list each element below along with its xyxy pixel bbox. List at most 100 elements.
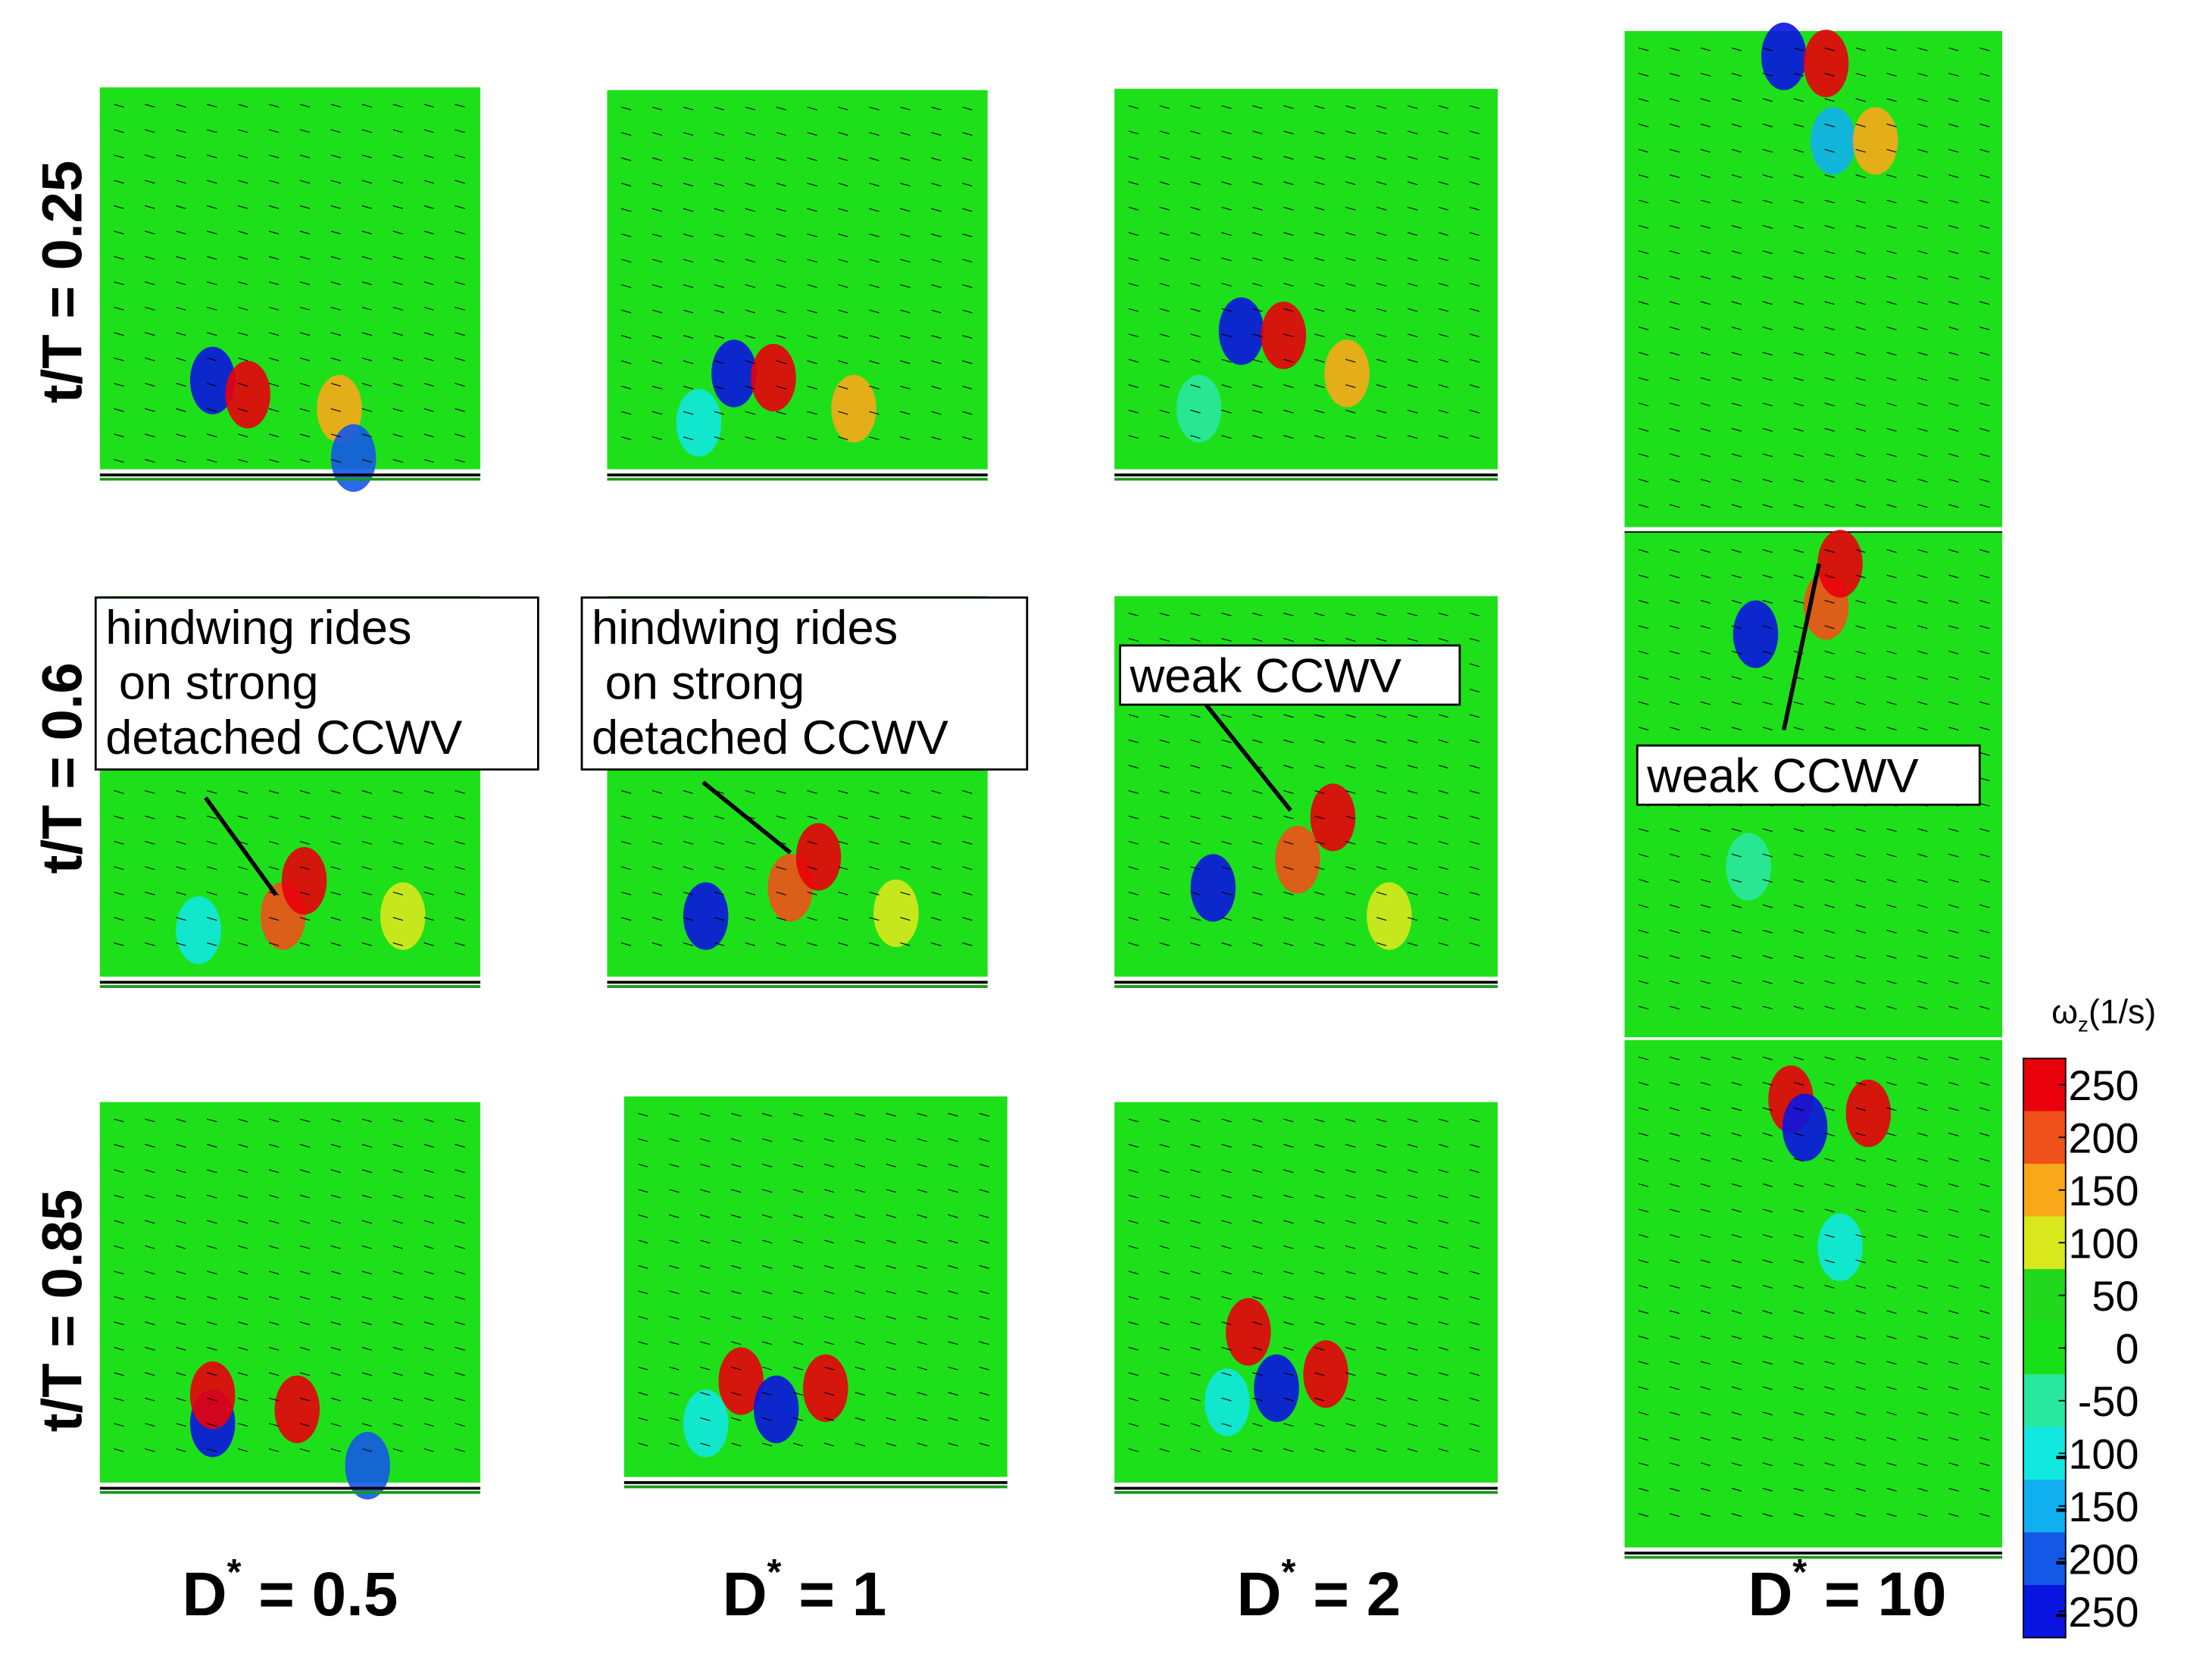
velocity-vector [700, 1239, 711, 1244]
velocity-vector [620, 386, 632, 389]
velocity-vector [1700, 402, 1711, 407]
velocity-vector [931, 132, 942, 136]
velocity-vector [268, 205, 280, 209]
velocity-vector [1221, 257, 1232, 261]
velocity-vector [745, 840, 755, 845]
velocity-vector [1700, 853, 1711, 858]
velocity-vector [423, 230, 434, 235]
velocity-vector [1731, 73, 1742, 77]
velocity-vector [1731, 1436, 1742, 1441]
velocity-vector [145, 1245, 155, 1249]
velocity-vector [1762, 828, 1773, 833]
velocity-vector [1407, 1372, 1418, 1377]
velocity-vector [1669, 352, 1680, 356]
velocity-vector [1855, 625, 1866, 630]
velocity-vector [1855, 1005, 1866, 1010]
velocity-vector [1700, 1335, 1711, 1339]
velocity-vector [1314, 181, 1325, 186]
velocity-vector [1159, 1397, 1170, 1402]
velocity-vector [700, 1112, 711, 1117]
velocity-vector [1221, 840, 1232, 845]
velocity-vector [962, 815, 973, 820]
velocity-vector [761, 1417, 773, 1421]
velocity-vector [423, 383, 434, 387]
velocity-vector [1345, 435, 1356, 439]
velocity-vector [361, 1118, 373, 1123]
vortex-blob [1176, 374, 1222, 443]
velocity-vector [361, 891, 373, 896]
column-label-space [1807, 1560, 1824, 1629]
velocity-vector [1855, 828, 1866, 833]
velocity-vector [176, 256, 186, 260]
velocity-vector [1669, 327, 1680, 330]
velocity-vector [1669, 1310, 1680, 1314]
velocity-vector [1128, 1372, 1139, 1377]
velocity-vector [299, 1448, 311, 1452]
velocity-vector [792, 1315, 804, 1320]
velocity-vector [1252, 333, 1263, 338]
vortex-blob [189, 346, 236, 414]
velocity-vector [1700, 1259, 1711, 1264]
velocity-vector [361, 230, 373, 235]
velocity-vector [1917, 549, 1928, 553]
velocity-vector [1128, 1321, 1139, 1326]
velocity-vector [731, 1214, 742, 1218]
velocity-vector [1638, 1208, 1649, 1213]
velocity-vector [1438, 612, 1449, 617]
velocity-vector [114, 383, 124, 387]
velocity-vector [268, 306, 280, 311]
velocity-vector [1948, 650, 1959, 655]
velocity-vector [1855, 1158, 1866, 1162]
velocity-vector [1314, 1346, 1325, 1351]
velocity-vector [1469, 257, 1480, 261]
velocity-vector [1252, 105, 1263, 109]
velocity-vector [669, 1315, 680, 1320]
velocity-vector [1824, 1284, 1835, 1289]
velocity-vector [979, 1341, 989, 1346]
velocity-vector [1762, 599, 1773, 604]
velocity-vector [237, 281, 248, 286]
velocity-vector [1469, 1245, 1480, 1249]
velocity-vector [1669, 301, 1680, 305]
velocity-vector [1252, 612, 1263, 617]
velocity-vector [423, 917, 434, 921]
velocity-vector [1886, 904, 1897, 908]
colorbar-title: ωz(1/s) [2051, 993, 2156, 1036]
velocity-vector [917, 1366, 927, 1371]
velocity-vector [714, 840, 725, 845]
velocity-vector [1283, 714, 1294, 718]
vortex-blob [1817, 530, 1863, 598]
velocity-vector [361, 256, 373, 260]
velocity-vector [423, 815, 434, 820]
velocity-vector [1221, 105, 1232, 109]
velocity-vector [1221, 1296, 1232, 1300]
velocity-vector [1793, 1259, 1804, 1264]
velocity-vector [1917, 47, 1928, 52]
velocity-vector [1855, 478, 1866, 483]
velocity-vector [1793, 853, 1804, 858]
velocity-vector [423, 129, 434, 133]
velocity-vector [1345, 1448, 1356, 1452]
velocity-vector [1128, 739, 1139, 743]
velocity-vector [1407, 1143, 1418, 1148]
velocity-vector [1917, 453, 1928, 458]
velocity-vector [1793, 904, 1804, 908]
velocity-vector [455, 815, 465, 820]
velocity-vector [1221, 358, 1232, 363]
velocity-vector [1638, 904, 1649, 908]
velocity-vector [423, 357, 434, 361]
velocity-vector [1190, 105, 1201, 109]
velocity-vector [1948, 47, 1959, 52]
velocity-vector [1731, 980, 1742, 984]
velocity-vector [1948, 402, 1959, 407]
velocity-vector [1979, 955, 1990, 959]
velocity-vector [931, 942, 942, 946]
velocity-vector [651, 309, 663, 314]
velocity-vector [917, 1417, 927, 1421]
velocity-vector [1886, 1133, 1897, 1136]
velocity-vector [620, 183, 632, 187]
velocity-vector [1128, 105, 1139, 109]
velocity-vector [1855, 427, 1866, 432]
velocity-vector [1252, 1118, 1263, 1123]
velocity-vector [1345, 358, 1356, 363]
